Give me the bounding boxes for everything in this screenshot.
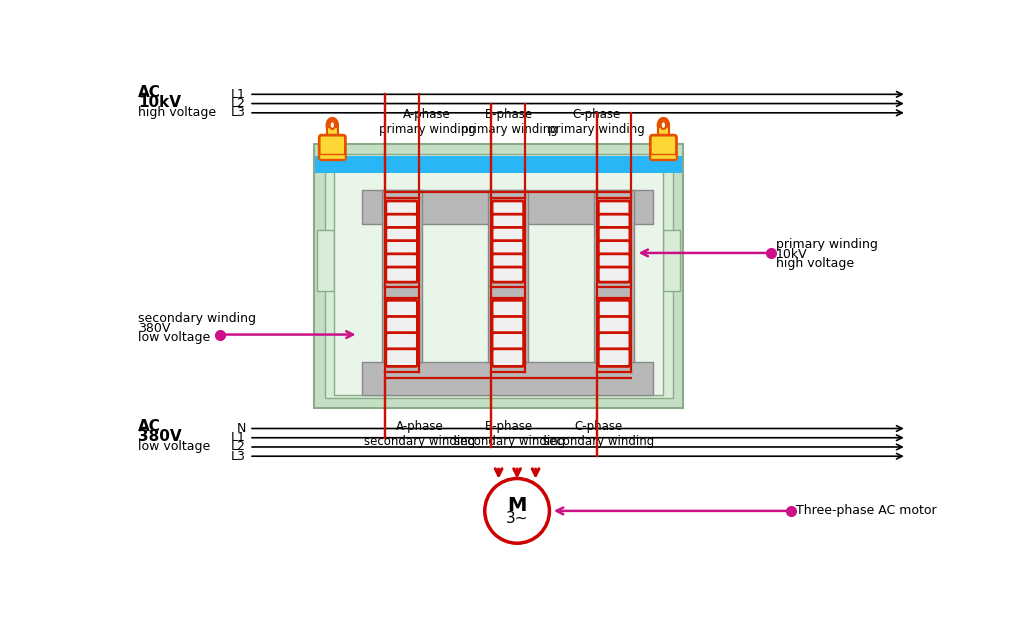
Ellipse shape bbox=[328, 119, 337, 131]
Text: low voltage: low voltage bbox=[138, 441, 211, 454]
Text: 10kV: 10kV bbox=[138, 95, 181, 111]
Bar bbox=[361, 362, 652, 396]
Bar bbox=[382, 190, 422, 362]
FancyBboxPatch shape bbox=[493, 214, 523, 229]
FancyBboxPatch shape bbox=[386, 228, 418, 243]
Text: L1: L1 bbox=[231, 88, 246, 101]
FancyBboxPatch shape bbox=[598, 267, 630, 282]
FancyBboxPatch shape bbox=[493, 201, 523, 216]
Bar bbox=[487, 190, 528, 362]
FancyBboxPatch shape bbox=[493, 332, 523, 350]
Bar bbox=[361, 190, 652, 224]
Bar bbox=[650, 154, 677, 159]
Text: N: N bbox=[237, 422, 246, 435]
Text: high voltage: high voltage bbox=[776, 257, 854, 270]
FancyBboxPatch shape bbox=[598, 349, 630, 367]
Bar bbox=[334, 165, 664, 394]
FancyBboxPatch shape bbox=[493, 300, 523, 318]
FancyBboxPatch shape bbox=[386, 214, 418, 229]
Text: A-phase
primary winding: A-phase primary winding bbox=[379, 108, 475, 136]
Bar bbox=[664, 230, 680, 291]
Bar bbox=[315, 156, 682, 173]
Text: high voltage: high voltage bbox=[138, 106, 216, 119]
FancyBboxPatch shape bbox=[386, 201, 418, 216]
Text: B-phase
primary winding: B-phase primary winding bbox=[461, 108, 558, 136]
Text: C-phase
primary winding: C-phase primary winding bbox=[548, 108, 645, 136]
FancyBboxPatch shape bbox=[598, 332, 630, 350]
Text: B-phase
secondary winding: B-phase secondary winding bbox=[454, 420, 565, 448]
FancyBboxPatch shape bbox=[598, 214, 630, 229]
Text: C-phase
secondary winding: C-phase secondary winding bbox=[543, 420, 654, 448]
Text: secondary winding: secondary winding bbox=[138, 312, 256, 325]
Text: A-phase
secondary winding: A-phase secondary winding bbox=[364, 420, 475, 448]
Ellipse shape bbox=[330, 121, 335, 129]
FancyBboxPatch shape bbox=[493, 267, 523, 282]
Text: 380V: 380V bbox=[138, 322, 171, 334]
Circle shape bbox=[484, 478, 550, 544]
Text: L3: L3 bbox=[231, 106, 246, 119]
Bar bbox=[594, 190, 634, 362]
FancyBboxPatch shape bbox=[493, 228, 523, 243]
FancyBboxPatch shape bbox=[493, 317, 523, 334]
Ellipse shape bbox=[658, 119, 669, 131]
FancyBboxPatch shape bbox=[598, 300, 630, 318]
Text: L1: L1 bbox=[231, 431, 246, 444]
FancyBboxPatch shape bbox=[598, 201, 630, 216]
FancyBboxPatch shape bbox=[386, 349, 418, 367]
FancyBboxPatch shape bbox=[598, 254, 630, 269]
FancyBboxPatch shape bbox=[493, 349, 523, 367]
Text: L2: L2 bbox=[231, 97, 246, 110]
Bar bbox=[658, 126, 669, 136]
FancyBboxPatch shape bbox=[650, 135, 677, 160]
Bar bbox=[327, 126, 338, 136]
FancyBboxPatch shape bbox=[319, 135, 345, 160]
FancyBboxPatch shape bbox=[386, 241, 418, 256]
Text: low voltage: low voltage bbox=[138, 331, 211, 344]
FancyBboxPatch shape bbox=[598, 241, 630, 256]
Bar bbox=[316, 230, 334, 291]
Text: 380V: 380V bbox=[138, 428, 182, 444]
FancyBboxPatch shape bbox=[493, 241, 523, 256]
Text: AC: AC bbox=[138, 85, 161, 100]
Text: Three-phase AC motor: Three-phase AC motor bbox=[796, 504, 937, 518]
Text: 3~: 3~ bbox=[506, 511, 528, 526]
Text: primary winding: primary winding bbox=[776, 238, 878, 252]
FancyBboxPatch shape bbox=[386, 317, 418, 334]
FancyBboxPatch shape bbox=[493, 254, 523, 269]
Text: L2: L2 bbox=[231, 441, 246, 454]
Bar bbox=[325, 154, 673, 398]
Bar bbox=[319, 154, 345, 159]
Bar bbox=[313, 143, 683, 408]
Text: AC: AC bbox=[138, 420, 161, 434]
FancyBboxPatch shape bbox=[386, 300, 418, 318]
FancyBboxPatch shape bbox=[386, 254, 418, 269]
Text: 10kV: 10kV bbox=[776, 248, 808, 260]
Ellipse shape bbox=[660, 121, 666, 129]
FancyBboxPatch shape bbox=[598, 317, 630, 334]
FancyBboxPatch shape bbox=[386, 267, 418, 282]
FancyBboxPatch shape bbox=[598, 228, 630, 243]
FancyBboxPatch shape bbox=[386, 332, 418, 350]
Text: M: M bbox=[508, 496, 526, 515]
Text: L3: L3 bbox=[231, 450, 246, 463]
